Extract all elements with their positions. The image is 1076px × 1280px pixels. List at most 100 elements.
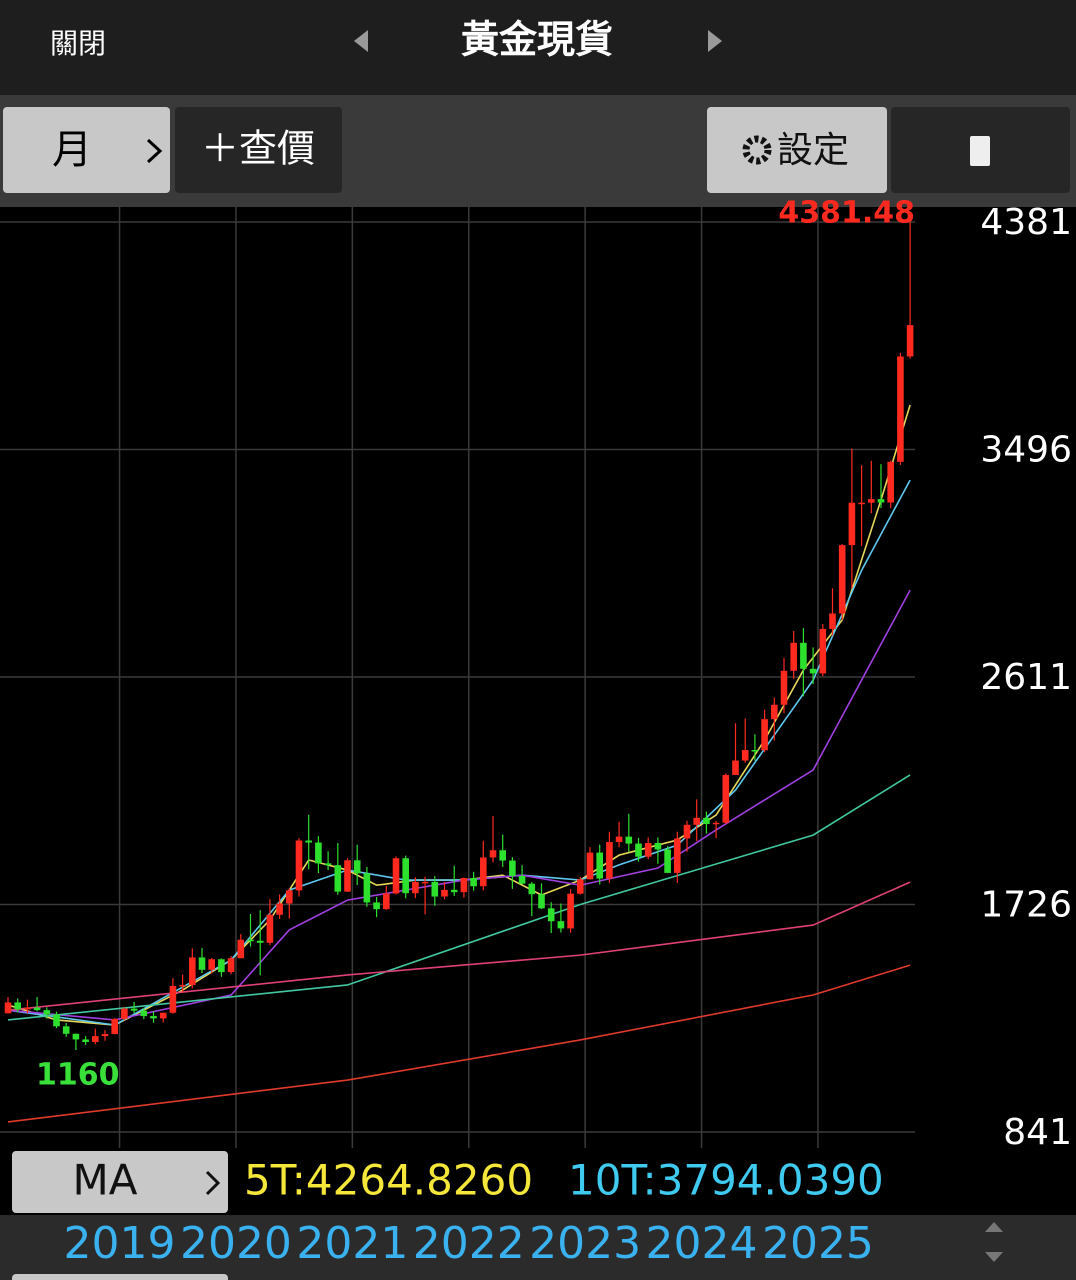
candle-body	[140, 1010, 148, 1017]
candle-body	[218, 959, 225, 973]
candle-body	[722, 774, 730, 823]
candle-body	[344, 860, 351, 892]
year-label: 2021	[296, 1218, 408, 1269]
candle-body	[402, 858, 409, 894]
candle-body	[101, 1034, 109, 1037]
y-tick-label: 2611	[980, 657, 1072, 698]
low-label: 1160	[36, 1057, 120, 1092]
candle-body	[150, 1016, 157, 1019]
candle-body	[567, 893, 574, 929]
candle-body	[431, 881, 439, 897]
settings-button[interactable]	[707, 107, 887, 193]
bottom-button[interactable]	[12, 1274, 228, 1280]
candle-body	[460, 878, 468, 893]
candle-body	[693, 817, 700, 825]
period-button[interactable]	[3, 107, 170, 193]
year-label: 2022	[413, 1218, 525, 1269]
settings-label: 設定	[777, 130, 849, 171]
prev-arrow[interactable]	[354, 30, 368, 52]
candle-body	[4, 1002, 12, 1014]
candle-body	[256, 940, 264, 943]
candle-body	[809, 668, 817, 674]
ma10-value: 10T:3794.0390	[568, 1156, 884, 1205]
candle-body	[819, 628, 827, 674]
ma-button[interactable]	[12, 1151, 228, 1213]
candle-body	[227, 958, 235, 973]
gear-icon	[742, 135, 772, 165]
candle-body	[315, 842, 322, 864]
y-tick-label: 841	[1003, 1112, 1072, 1153]
candle-body	[470, 878, 477, 887]
candle-body	[906, 325, 914, 357]
candle-body	[771, 704, 778, 720]
candle-body	[732, 760, 739, 775]
candle-body	[305, 840, 312, 843]
y-tick-label: 1726	[980, 885, 1072, 926]
candle-body	[596, 852, 603, 879]
y-tick-label: 3496	[980, 430, 1072, 471]
candle-body	[179, 984, 186, 987]
candle-body	[499, 850, 506, 861]
candle-body	[557, 921, 565, 929]
quote-label: ＋查價	[201, 127, 315, 171]
candle-body	[159, 1012, 167, 1019]
candle-body	[14, 1002, 21, 1010]
candle-body	[829, 613, 836, 629]
year-label: 2023	[529, 1218, 641, 1269]
candle-body	[334, 865, 342, 892]
candle-body	[198, 957, 206, 970]
candle-body	[324, 863, 332, 866]
candle-body	[247, 939, 254, 942]
quote-button[interactable]	[175, 107, 342, 193]
candle-body	[392, 858, 400, 894]
candle-body	[33, 1007, 41, 1011]
ma5-value: 5T:4264.8260	[244, 1156, 533, 1205]
candle-body	[189, 957, 196, 985]
candle-body	[53, 1014, 60, 1027]
chevron	[205, 1170, 221, 1196]
candle-body	[24, 1007, 31, 1010]
candle-body	[586, 852, 594, 880]
candle-body	[664, 849, 671, 873]
ma-line	[7, 964, 911, 1123]
candle-body	[130, 1008, 138, 1011]
candle-body	[489, 850, 497, 858]
candle-body	[62, 1026, 70, 1034]
candle-body	[606, 842, 613, 879]
ma-line	[7, 774, 911, 1021]
candle-body	[111, 1018, 118, 1035]
candle-body	[877, 499, 885, 503]
candle-body	[421, 881, 429, 884]
period-label: 月	[52, 127, 92, 173]
candle-body	[635, 843, 642, 857]
close-button[interactable]: 關閉	[50, 27, 106, 60]
candle-body	[674, 838, 681, 873]
candle-body	[208, 959, 215, 970]
candle-body	[383, 893, 390, 910]
candle-body	[751, 750, 759, 752]
candle-body	[43, 1010, 51, 1015]
chevron	[146, 138, 163, 164]
year-label: 2024	[646, 1218, 758, 1269]
ma-button-label: MA	[73, 1156, 138, 1205]
candle-body	[654, 843, 662, 850]
next-arrow[interactable]	[708, 30, 722, 52]
ma-line	[7, 881, 911, 1011]
candle-body	[480, 857, 487, 887]
candle-body	[353, 860, 361, 874]
candle-body	[237, 939, 245, 959]
candle-body	[703, 817, 710, 825]
candle-body	[450, 889, 458, 893]
scroll-icon	[985, 1222, 1003, 1232]
candle-body	[858, 502, 865, 505]
candle-body	[441, 889, 448, 897]
candle-body	[625, 836, 633, 844]
candle-body	[266, 914, 274, 943]
rotate-icon	[970, 136, 990, 166]
candle-body	[295, 840, 303, 891]
candle-body	[683, 824, 691, 839]
candle-body	[538, 894, 545, 909]
candle-body	[897, 356, 904, 462]
candle-body	[800, 642, 807, 669]
